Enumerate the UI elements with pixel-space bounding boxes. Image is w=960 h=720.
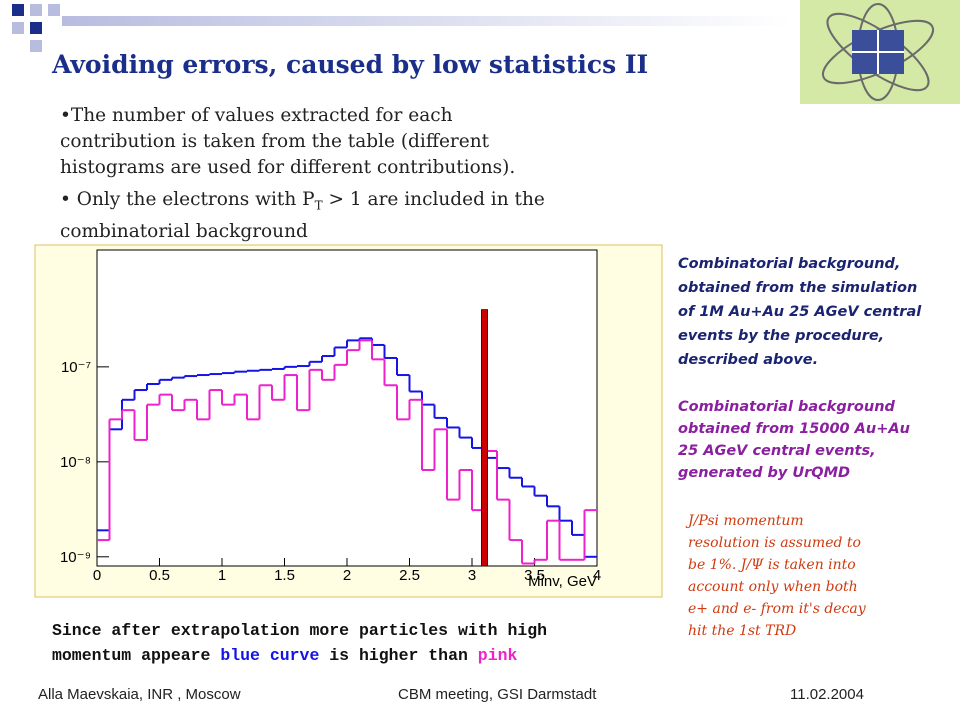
x-tick-label: 4 xyxy=(593,567,601,584)
x-tick-label: 3.5 xyxy=(524,567,545,584)
annotation-line: obtained from the simulation xyxy=(678,280,918,296)
annotation-line: J/Psi momentum xyxy=(688,513,804,529)
title: Avoiding errors, caused by low statistic… xyxy=(52,50,649,79)
annotation-line: of 1M Au+Au 25 AGeV central xyxy=(678,304,922,320)
bullet: • Only the electrons with PT > 1 are inc… xyxy=(60,187,545,245)
annotation-line: e+ and e- from it's decay xyxy=(688,601,866,617)
annotation-line: generated by UrQMD xyxy=(678,465,851,481)
note-line: momentum appeare blue curve is higher th… xyxy=(52,643,547,668)
x-tick-label: 1.5 xyxy=(274,567,295,584)
bullet-line: histograms are used for different contri… xyxy=(60,157,516,178)
x-tick-label: 0 xyxy=(93,567,101,584)
x-tick-label: 3 xyxy=(468,567,476,584)
annotation-line: 25 AGeV central events, xyxy=(678,443,876,459)
x-tick-label: 0.5 xyxy=(149,567,170,584)
annotation: Combinatorial background obtained from 15… xyxy=(678,396,910,484)
text: momentum appeare xyxy=(52,646,221,665)
histograms xyxy=(97,309,597,566)
annotation: Combinatorial background, obtained from t… xyxy=(678,252,921,372)
note: Since after extrapolation more particles… xyxy=(52,618,547,668)
pink-text: pink xyxy=(477,646,518,665)
text: is higher than xyxy=(319,646,478,665)
annotation-line: described above. xyxy=(678,352,819,368)
annotation-line: account only when both xyxy=(688,579,858,595)
annotation-line: Combinatorial background xyxy=(678,399,895,415)
footer-left: Alla Maevskaia, INR , Moscow xyxy=(38,686,241,703)
note-line: Since after extrapolation more particles… xyxy=(52,621,548,640)
x-tick-label: 1 xyxy=(218,567,226,584)
annotation-line: resolution is assumed to xyxy=(688,535,861,551)
blue-text: blue curve xyxy=(220,646,320,665)
bullet-line: •The number of values extracted for each xyxy=(60,105,453,126)
y-tick-label: 10⁻⁸ xyxy=(60,454,91,471)
footer-center: CBM meeting, GSI Darmstadt xyxy=(398,686,597,703)
plot-area xyxy=(96,249,598,567)
annotation-line: hit the 1st TRD xyxy=(688,623,797,639)
text: > 1 are included in the xyxy=(322,189,545,210)
annotation: J/Psi momentum resolution is assumed to be… xyxy=(688,510,866,642)
peak-bar xyxy=(481,309,488,566)
text: • Only the electrons with P xyxy=(60,189,315,210)
annotation-line: events by the procedure, xyxy=(678,328,885,344)
x-tick-label: 2.5 xyxy=(399,567,420,584)
footer-right: 11.02.2004 xyxy=(790,686,864,703)
bullet-line: • Only the electrons with PT > 1 are inc… xyxy=(60,187,545,219)
y-tick-label: 10⁻⁹ xyxy=(60,549,91,566)
annotation-line: obtained from 15000 Au+Au xyxy=(678,421,910,437)
subscript: T xyxy=(314,198,323,213)
x-axis-label: Minv, GeV xyxy=(528,573,597,590)
annotation-line: be 1%. J/Ψ is taken into xyxy=(688,557,856,573)
bullet: •The number of values extracted for each… xyxy=(60,103,515,181)
bullet-line: contribution is taken from the table (di… xyxy=(60,131,490,152)
x-tick-label: 2 xyxy=(343,567,351,584)
annotation-line: Combinatorial background, xyxy=(678,256,901,272)
y-tick-label: 10⁻⁷ xyxy=(61,359,91,376)
bullet-line: combinatorial background xyxy=(60,220,308,242)
